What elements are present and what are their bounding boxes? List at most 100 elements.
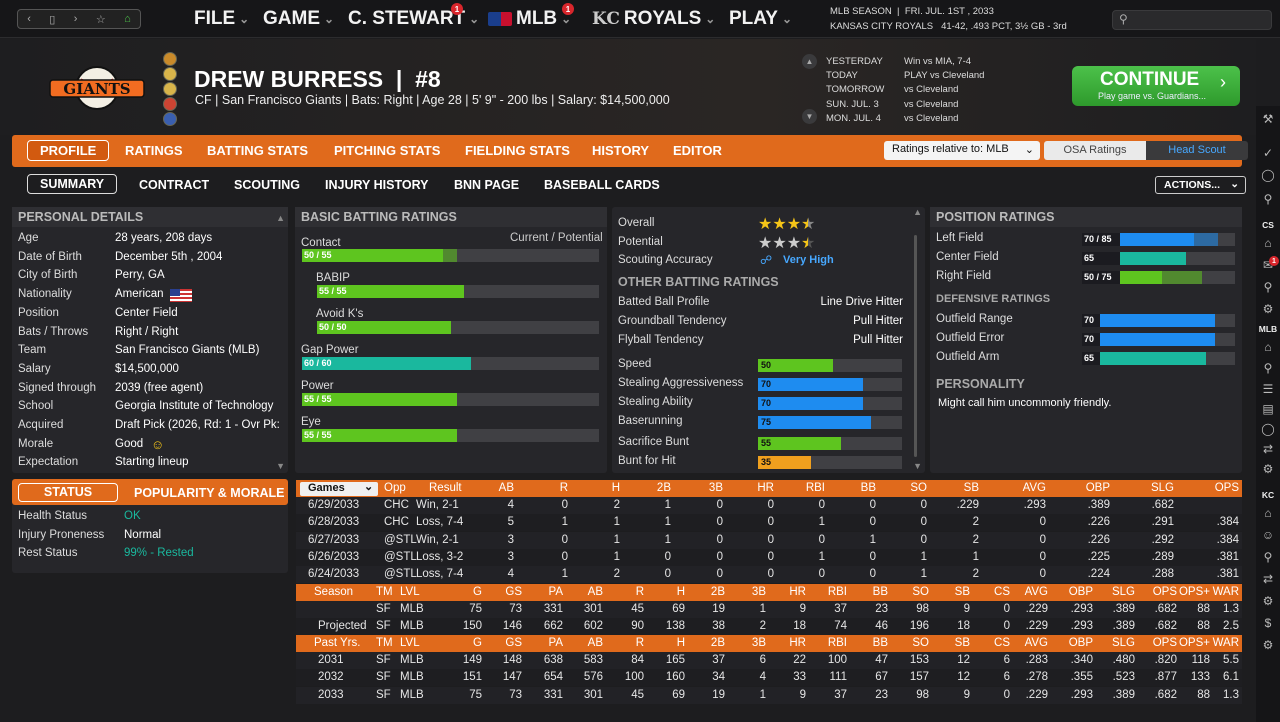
- table-cell: 6.1: [1223, 671, 1239, 684]
- table-row: 2031 SF MLB 149 148 638 583 84 165 37 6 22 100 47 153 1…: [296, 652, 1242, 669]
- tab-contract[interactable]: CONTRACT: [139, 178, 210, 192]
- table-cell: .293: [1070, 688, 1093, 701]
- right-toolbar: ⚒ ✓ ◯ ⚲ CS ⌂ ✉ 1 ⚲ ⚙ MLB ⌂ ⚲ ☰ ▤ ◯ ⇄ ⚙ KC…: [1256, 106, 1280, 722]
- schedule-up-icon[interactable]: ▲: [802, 54, 817, 69]
- table-cell: MLB: [400, 603, 424, 615]
- personal-value: 28 years, 208 days: [115, 232, 213, 244]
- tab-scouting[interactable]: SCOUTING: [234, 178, 300, 192]
- tab-editor[interactable]: EDITOR: [673, 143, 722, 158]
- games-table: Games ⌄ Opp Result AB R H 2B 3B HR RBI BB SO SB AVG OBP…: [296, 480, 1280, 584]
- swap-icon[interactable]: ⇄: [1262, 442, 1274, 456]
- gear-icon[interactable]: ⚙: [1262, 302, 1274, 316]
- menu-royals[interactable]: KC ROYALS ⌄: [592, 8, 715, 30]
- games-col-header: 3B: [708, 482, 723, 494]
- head-scout-toggle[interactable]: Head Scout: [1146, 141, 1248, 160]
- baseball-icon[interactable]: ◯: [1261, 422, 1275, 436]
- personal-value: $14,500,000: [115, 362, 179, 375]
- menu-manager[interactable]: C. STEWART 1 ⌄: [348, 3, 479, 30]
- list-icon[interactable]: ☰: [1262, 382, 1274, 396]
- search-icon[interactable]: ⚲: [1263, 280, 1273, 294]
- pin-icon[interactable]: ⚲: [1263, 550, 1273, 564]
- season_tbl-col-header: OBP: [1068, 586, 1093, 598]
- swap-icon[interactable]: ⇄: [1262, 572, 1274, 586]
- table-cell: 301: [583, 688, 603, 701]
- settings-icon[interactable]: ⚙: [1262, 638, 1274, 652]
- menu-file[interactable]: FILE ⌄: [194, 8, 249, 30]
- star-icon[interactable]: ☆: [95, 13, 106, 26]
- scouting-accuracy-label: Scouting Accuracy: [618, 254, 713, 266]
- pin-icon[interactable]: ⚲: [1263, 192, 1273, 206]
- tab-popularity-morale[interactable]: POPULARITY & MORALE: [134, 486, 284, 500]
- table-cell: @STL: [384, 568, 417, 581]
- player-header: GIANTS DREW BURRESS | #8 CF | San Franci…: [0, 39, 1256, 135]
- season-info: MLB SEASON | FRI. JUL. 1ST , 2033 KANSAS…: [830, 6, 1067, 32]
- tab-summary[interactable]: SUMMARY: [27, 174, 118, 194]
- table-row: 6/29/2033 CHC Win, 2-1 4 0 2 1 0 0 0 0 0 .229 .293 .38…: [296, 497, 1242, 514]
- table-cell: 0: [920, 499, 927, 511]
- table-row: 6/28/2033 CHC Loss, 7-4 5 1 1 1 0 0 1 0 0 2 0 .226 .291…: [296, 514, 1280, 532]
- table-cell: 1: [613, 550, 620, 563]
- star-icon: ★: [772, 216, 787, 233]
- osa-ratings-toggle[interactable]: OSA Ratings: [1044, 141, 1146, 160]
- home-icon[interactable]: ⌂: [124, 13, 131, 25]
- menu-play-label: PLAY: [729, 8, 778, 29]
- users-icon[interactable]: ☺: [1261, 528, 1275, 542]
- tab-injury-history[interactable]: INJURY HISTORY: [325, 178, 429, 192]
- table-cell: .820: [1154, 654, 1177, 666]
- chart-icon[interactable]: ▤: [1262, 402, 1274, 416]
- personal-value: Right / Right: [115, 325, 179, 338]
- table-cell: .225: [1087, 550, 1110, 563]
- tab-ratings[interactable]: RATINGS: [125, 143, 183, 158]
- pin-icon[interactable]: ⚲: [1263, 361, 1273, 375]
- scroll-up-icon[interactable]: ▲: [913, 207, 922, 217]
- tab-bnn-page[interactable]: BNN PAGE: [454, 178, 520, 192]
- rating-bar: 75: [758, 416, 902, 429]
- past_tbl-col-header: SB: [954, 637, 970, 649]
- personality-text: Might call him uncommonly friendly.: [938, 397, 1112, 409]
- scroll-up-icon[interactable]: ▲: [276, 213, 285, 223]
- schedule-down-icon[interactable]: ▼: [802, 109, 817, 124]
- scroll-down-icon[interactable]: ▼: [276, 461, 285, 471]
- tab-profile[interactable]: PROFILE: [27, 140, 110, 161]
- tab-history[interactable]: HISTORY: [592, 143, 650, 158]
- globe-icon[interactable]: ◯: [1261, 168, 1275, 182]
- gear-icon[interactable]: ⚙: [1262, 462, 1274, 476]
- tab-pitching-stats[interactable]: PITCHING STATS: [334, 143, 441, 158]
- smile-icon: ☺: [151, 436, 165, 452]
- table-cell: .291: [1151, 516, 1174, 529]
- ratings-relative-select[interactable]: Ratings relative to: MLB ⌄: [884, 141, 1040, 160]
- rating-bar: 55 / 55: [302, 429, 599, 442]
- menu-game[interactable]: GAME ⌄: [263, 8, 334, 30]
- continue-button[interactable]: CONTINUE › Play game vs. Guardians...: [1072, 66, 1240, 106]
- defensive-ratings-title: DEFENSIVE RATINGS: [936, 293, 1051, 305]
- home-icon[interactable]: ⌂: [1264, 236, 1272, 250]
- tab-baseball-cards[interactable]: BASEBALL CARDS: [544, 178, 660, 192]
- table-cell: 45: [631, 688, 644, 701]
- forward-icon[interactable]: ›: [73, 13, 78, 25]
- menu-mlb[interactable]: MLB 1 ⌄: [488, 3, 574, 30]
- scrollbar[interactable]: [914, 235, 917, 457]
- wrench-icon[interactable]: ⚒: [1262, 112, 1274, 126]
- tab-batting-stats[interactable]: BATTING STATS: [207, 143, 309, 158]
- home-icon[interactable]: ⌂: [1264, 340, 1272, 354]
- table-cell: 84: [631, 654, 644, 666]
- dollar-icon[interactable]: $: [1264, 616, 1272, 630]
- menu-play[interactable]: PLAY ⌄: [729, 8, 792, 30]
- check-icon[interactable]: ✓: [1262, 146, 1274, 160]
- table-cell: 147: [502, 671, 522, 684]
- search-input[interactable]: ⚲: [1112, 10, 1272, 30]
- mail-icon[interactable]: ✉ 1: [1260, 256, 1279, 272]
- gear-icon[interactable]: ⚙: [1262, 594, 1274, 608]
- back-icon[interactable]: ‹: [27, 13, 31, 25]
- actions-button[interactable]: ACTIONS... ⌄: [1155, 176, 1246, 194]
- tab-fielding-stats[interactable]: FIELDING STATS: [465, 143, 570, 158]
- past_tbl-col-header: TM: [376, 637, 393, 649]
- table-cell: .293: [1070, 620, 1093, 633]
- games-select[interactable]: Games ⌄: [300, 481, 378, 496]
- games-col-header: H: [611, 482, 620, 494]
- games-col-header: BB: [860, 482, 876, 494]
- mobile-icon[interactable]: ▯: [49, 13, 56, 26]
- home-icon[interactable]: ⌂: [1264, 506, 1272, 520]
- scroll-down-icon[interactable]: ▼: [913, 461, 922, 471]
- tab-status[interactable]: STATUS: [18, 483, 118, 502]
